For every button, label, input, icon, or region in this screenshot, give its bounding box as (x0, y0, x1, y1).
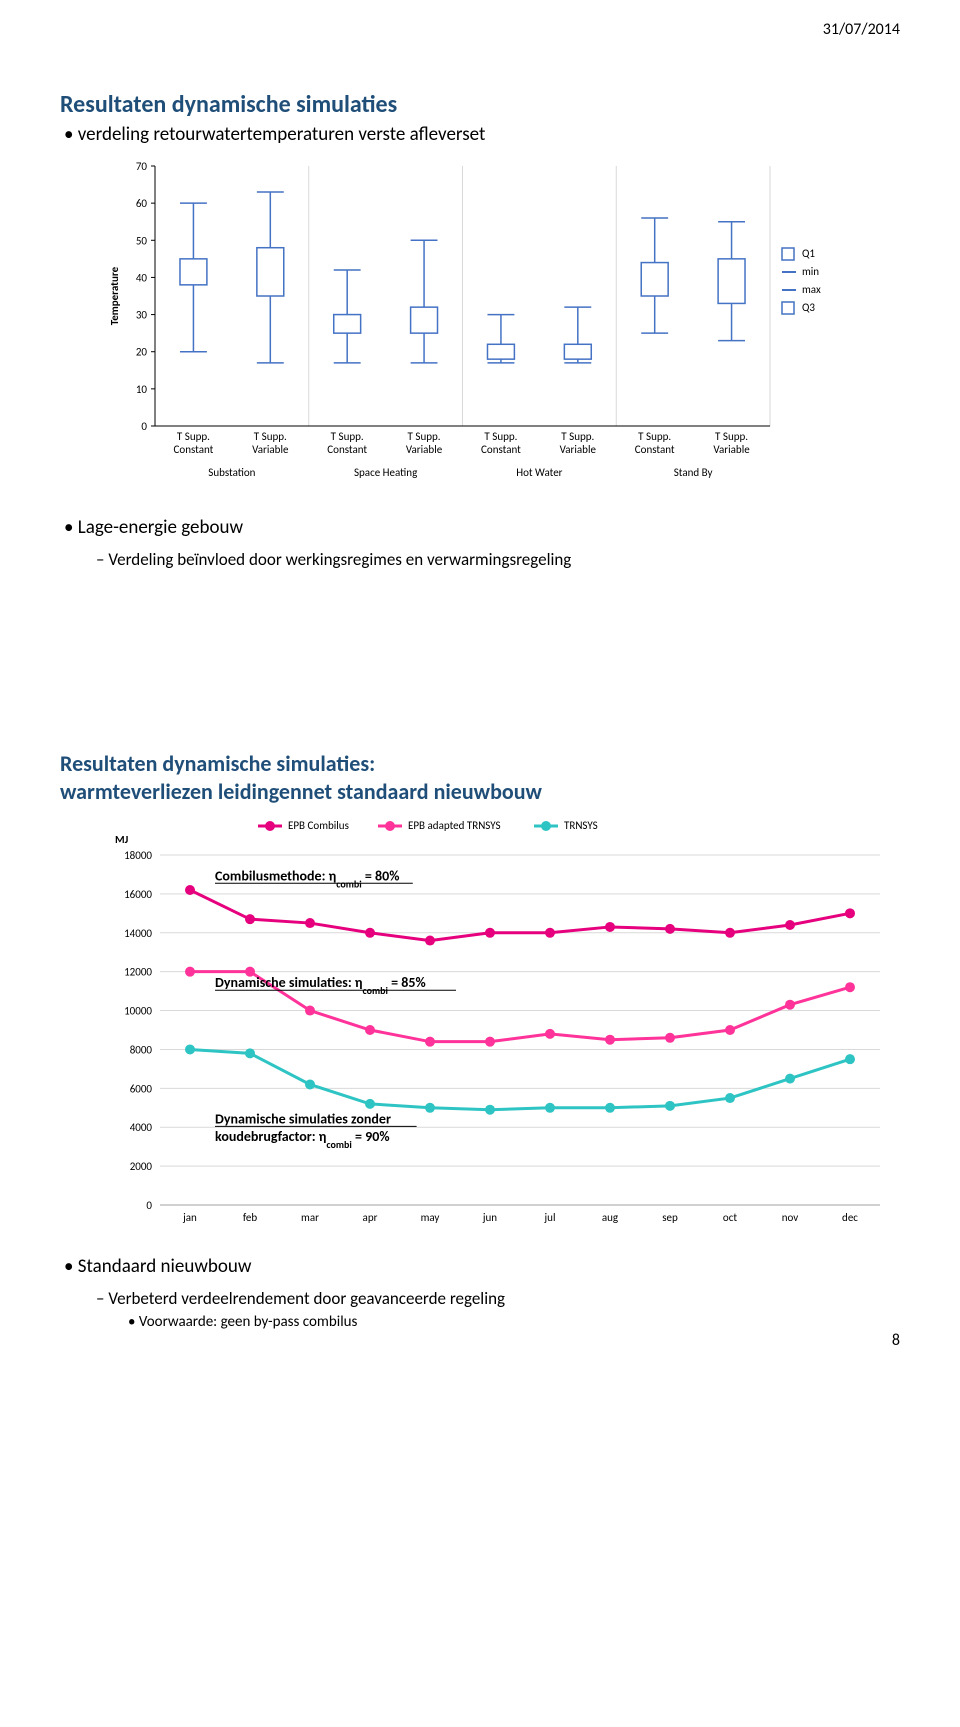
svg-text:jan: jan (182, 1211, 197, 1224)
svg-text:50: 50 (136, 234, 148, 247)
svg-text:Q3: Q3 (802, 301, 815, 314)
page-number: 8 (892, 1331, 900, 1350)
svg-text:aug: aug (602, 1211, 618, 1224)
svg-text:TRNSYS: TRNSYS (564, 819, 598, 832)
section2-subsub-bullet: Voorwaarde: geen by-pass combilus (140, 1313, 900, 1331)
svg-text:Stand By: Stand By (674, 466, 713, 479)
page: 31/07/2014 Resultaten dynamische simulat… (0, 0, 960, 1365)
svg-text:dec: dec (842, 1211, 858, 1224)
section1-bullet: verdeling retourwatertemperaturen verste… (78, 123, 900, 146)
svg-text:14000: 14000 (124, 927, 152, 940)
date-header: 31/07/2014 (823, 20, 900, 39)
svg-text:T Supp.: T Supp. (561, 430, 594, 443)
svg-text:Q1: Q1 (802, 247, 815, 260)
svg-text:jul: jul (544, 1211, 556, 1224)
svg-text:Dynamische simulaties: ηcombi: Dynamische simulaties: ηcombi = 85% (215, 974, 426, 997)
svg-text:18000: 18000 (124, 849, 152, 862)
section2-bullet: Standaard nieuwbouw (78, 1255, 900, 1278)
svg-text:EPB Combilus: EPB Combilus (288, 819, 349, 832)
svg-text:30: 30 (136, 309, 148, 322)
svg-text:Hot Water: Hot Water (516, 466, 562, 479)
svg-text:MJ: MJ (115, 833, 129, 846)
svg-text:T Supp.: T Supp. (331, 430, 364, 443)
section1-sub-line: Verdeling beïnvloed door werkingsregimes… (110, 549, 900, 570)
section2-title: Resultaten dynamische simulaties: warmte… (60, 750, 900, 805)
svg-text:nov: nov (782, 1211, 799, 1224)
svg-text:12000: 12000 (124, 966, 152, 979)
linechart: 0 2000 4000 6000 8000 10000 12000 14000 16000 180… (100, 815, 880, 1235)
svg-text:Constant: Constant (327, 443, 367, 456)
svg-text:may: may (421, 1211, 440, 1224)
section2-sub-bullet: Verbeterd verdeelrendement door geavance… (110, 1288, 900, 1309)
svg-text:feb: feb (243, 1211, 258, 1224)
svg-text:max: max (802, 283, 821, 296)
section1-title: Resultaten dynamische simulaties (60, 90, 900, 119)
svg-text:apr: apr (363, 1211, 378, 1224)
svg-text:T Supp.: T Supp. (715, 430, 748, 443)
svg-text:Combilusmethode: ηcombi = 80%: Combilusmethode: ηcombi = 80% (215, 867, 399, 890)
svg-text:8000: 8000 (130, 1043, 153, 1056)
svg-text:EPB adapted TRNSYS: EPB adapted TRNSYS (408, 819, 501, 832)
svg-text:mar: mar (301, 1211, 319, 1224)
svg-text:4000: 4000 (130, 1121, 153, 1134)
svg-text:Temperature: Temperature (108, 266, 121, 325)
svg-text:Space Heating: Space Heating (354, 466, 417, 479)
svg-text:T Supp.: T Supp. (254, 430, 287, 443)
svg-text:Dynamische simulaties zonder: Dynamische simulaties zonder (215, 1110, 391, 1127)
svg-text:40: 40 (136, 271, 148, 284)
svg-text:6000: 6000 (130, 1082, 153, 1095)
svg-text:Substation: Substation (208, 466, 255, 479)
svg-text:70: 70 (136, 160, 148, 173)
svg-text:sep: sep (662, 1211, 678, 1224)
svg-text:20: 20 (136, 346, 148, 359)
boxplot-chart: 010203040506070TemperatureT Supp.Constan… (100, 156, 880, 496)
section2-title-line1: Resultaten dynamische simulaties: (60, 750, 375, 777)
svg-text:jun: jun (482, 1211, 497, 1224)
svg-text:2000: 2000 (130, 1160, 153, 1173)
section1-sub-title: Lage-energie gebouw (78, 516, 900, 539)
svg-text:T Supp.: T Supp. (177, 430, 210, 443)
linechart-svg: 0 2000 4000 6000 8000 10000 12000 14000 16000 180… (100, 815, 900, 1235)
boxplot-svg: 010203040506070TemperatureT Supp.Constan… (100, 156, 860, 496)
svg-text:min: min (802, 265, 819, 278)
svg-text:T Supp.: T Supp. (638, 430, 671, 443)
svg-text:Variable: Variable (252, 443, 289, 456)
svg-text:oct: oct (723, 1211, 737, 1224)
svg-text:0: 0 (141, 420, 147, 433)
svg-text:Variable: Variable (713, 443, 750, 456)
svg-text:Variable: Variable (406, 443, 443, 456)
svg-text:Constant: Constant (635, 443, 675, 456)
svg-text:0: 0 (146, 1199, 152, 1212)
svg-text:10000: 10000 (124, 1005, 152, 1018)
svg-text:10: 10 (136, 383, 148, 396)
svg-text:Constant: Constant (174, 443, 214, 456)
svg-text:T Supp.: T Supp. (484, 430, 517, 443)
svg-text:Variable: Variable (560, 443, 597, 456)
svg-text:koudebrugfactor: ηcombi = 90%: koudebrugfactor: ηcombi = 90% (215, 1128, 390, 1151)
svg-text:T Supp.: T Supp. (408, 430, 441, 443)
svg-text:16000: 16000 (124, 888, 152, 901)
svg-text:Constant: Constant (481, 443, 521, 456)
section2-title-line2: warmteverliezen leidingennet standaard n… (60, 778, 542, 805)
svg-text:60: 60 (136, 197, 148, 210)
